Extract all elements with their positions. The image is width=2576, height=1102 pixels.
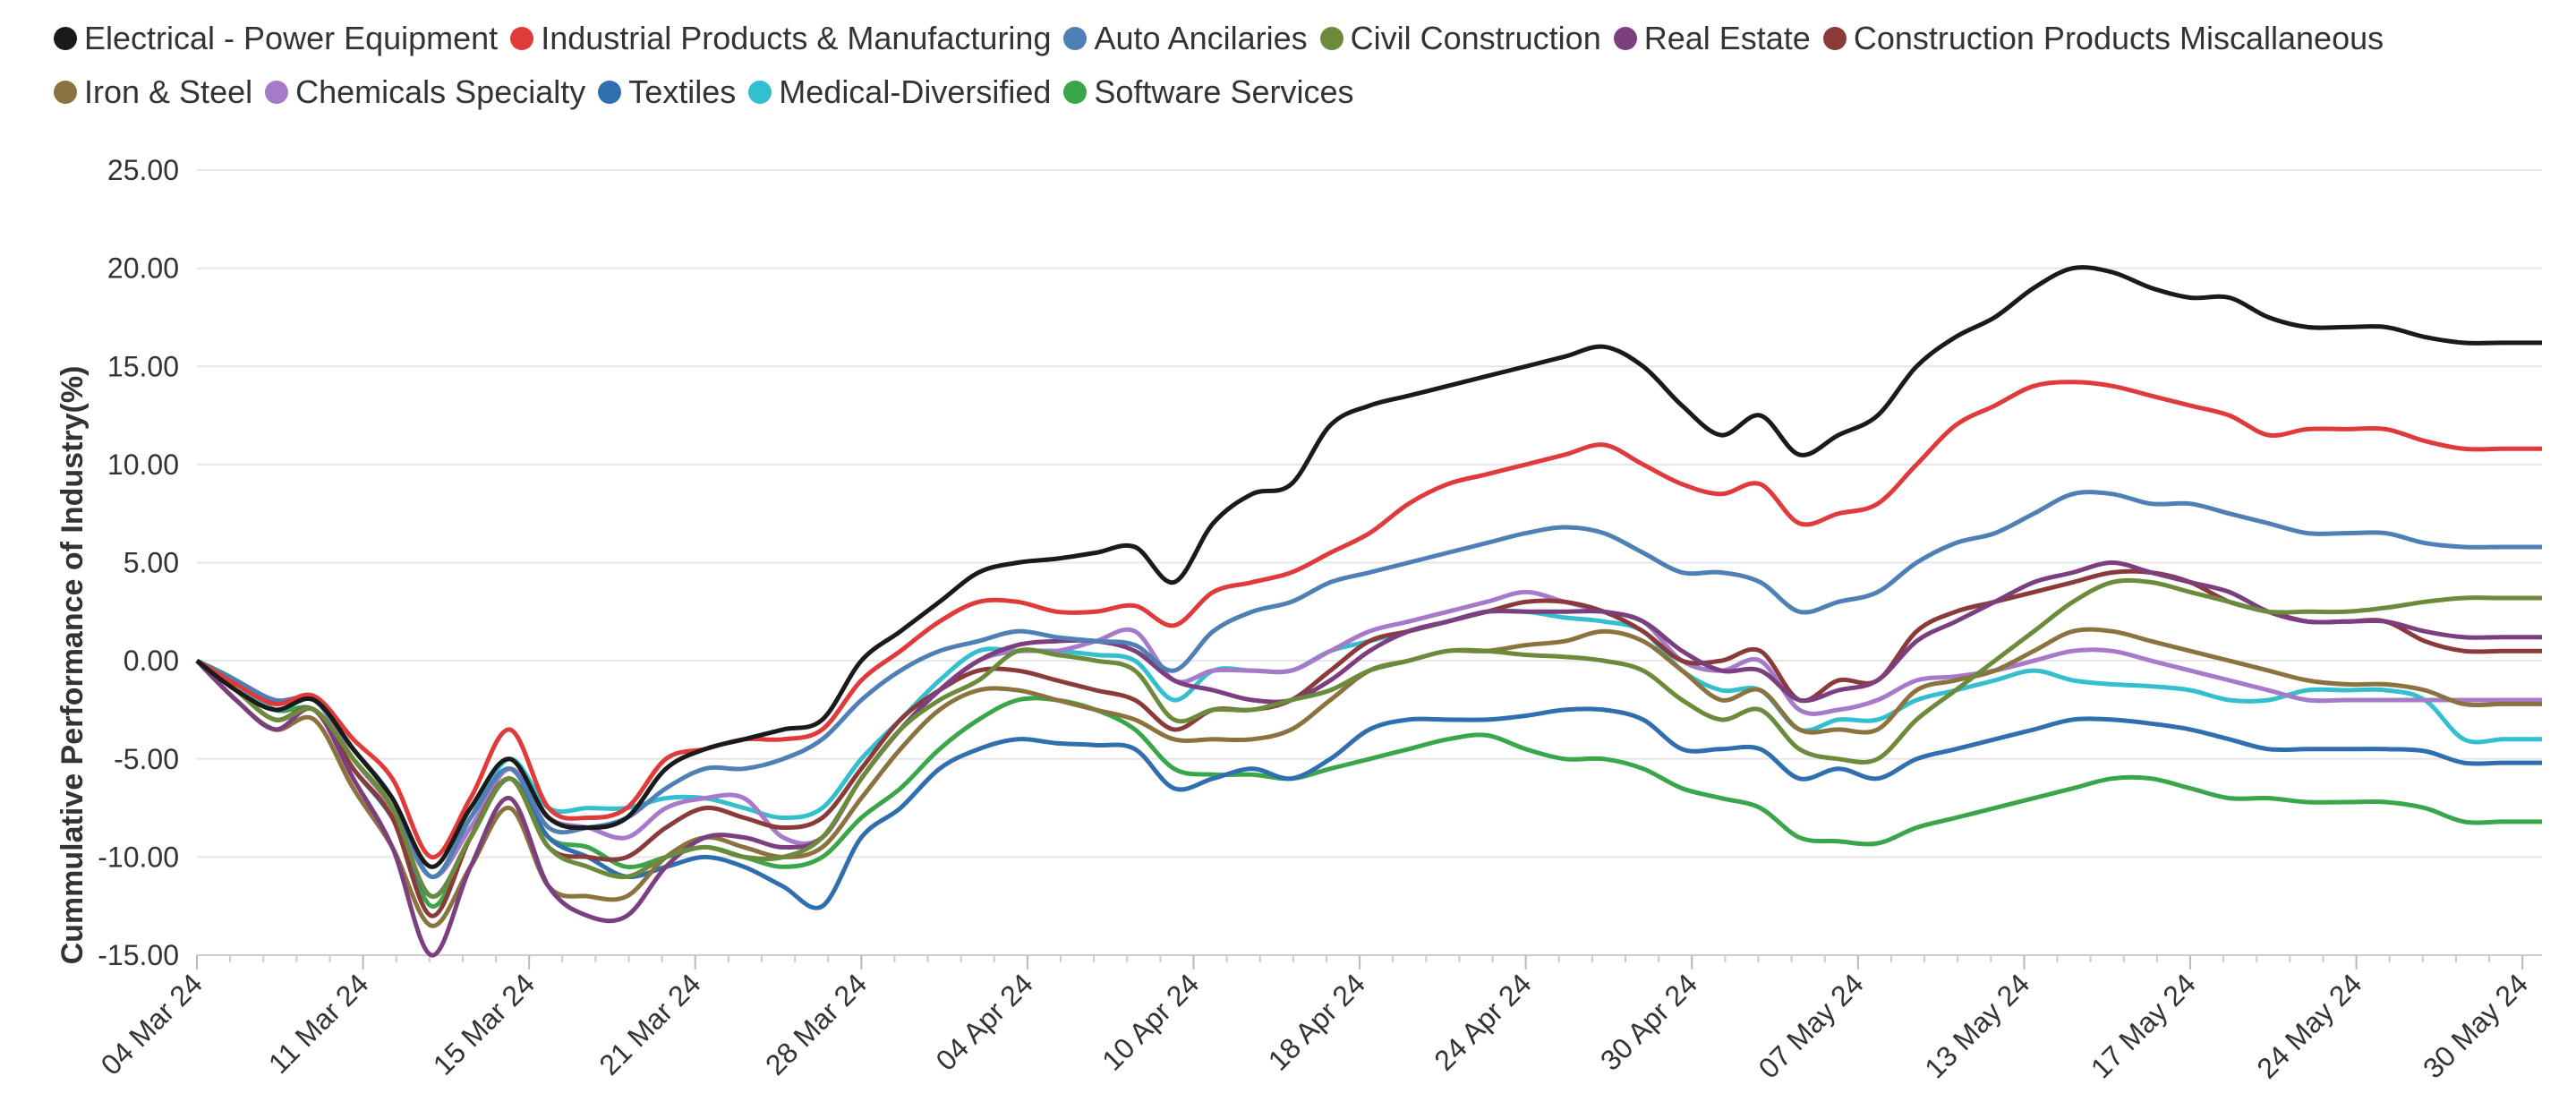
x-tick-label: 10 Apr 24	[1096, 967, 1205, 1076]
series-line-civil-construction[interactable]	[195, 577, 2542, 899]
y-tick-label: 15.00	[107, 350, 179, 382]
x-tick-label: 28 Mar 24	[759, 967, 873, 1081]
y-tick-label: -5.00	[114, 743, 179, 775]
series-lines	[195, 265, 2543, 958]
y-axis-label: Cummulative Performance of Industry(%)	[55, 366, 90, 965]
legend-dot-icon	[598, 81, 622, 104]
legend-dot-icon	[1063, 27, 1088, 50]
series-line-software-services[interactable]	[195, 658, 2542, 909]
x-tick-label: 11 Mar 24	[262, 967, 375, 1080]
x-tick-label: 07 May 24	[1753, 967, 1870, 1084]
series-line-auto-ancilaries[interactable]	[195, 490, 2542, 879]
legend-label: Civil Construction	[1350, 20, 1601, 56]
series-line-industrial-products-manufacturing[interactable]	[195, 380, 2542, 859]
legend-dot-icon	[1613, 27, 1637, 50]
legend-dot-icon	[54, 27, 77, 50]
legend-dot-icon	[1822, 27, 1847, 50]
legend-label: Software Services	[1094, 73, 1354, 110]
legend-label: Industrial Products & Manufacturing	[541, 20, 1052, 56]
legend-dot-icon	[1319, 27, 1343, 50]
legend-dot-icon	[265, 81, 289, 104]
y-tick-label: 25.00	[107, 154, 179, 186]
series-line-real-estate[interactable]	[195, 560, 2542, 958]
x-tick-label: 30 May 24	[2417, 967, 2534, 1084]
legend-label: Textiles	[628, 73, 737, 110]
x-tick-label: 18 Apr 24	[1262, 967, 1371, 1076]
x-tick-label: 21 Mar 24	[593, 967, 706, 1081]
legend-item[interactable]: Software Services	[1063, 70, 1353, 115]
legend-item[interactable]: Electrical - Power Equipment	[54, 16, 498, 61]
legend-dot-icon	[1063, 81, 1088, 104]
y-tick-label: 20.00	[107, 252, 179, 285]
y-tick-label: 10.00	[107, 448, 179, 481]
legend-item[interactable]: Auto Ancilaries	[1063, 16, 1308, 61]
legend-label: Chemicals Specialty	[295, 73, 586, 110]
legend-dot-icon	[748, 81, 772, 104]
x-tick-label: 13 May 24	[1918, 967, 2035, 1084]
legend-item[interactable]: Iron & Steel	[54, 70, 252, 115]
x-tick-label: 15 Mar 24	[427, 967, 541, 1081]
legend-dot-icon	[54, 81, 77, 104]
legend-label: Auto Ancilaries	[1094, 20, 1308, 56]
y-tick-label: -10.00	[98, 841, 179, 873]
series-line-construction-products-miscallaneous[interactable]	[195, 568, 2542, 918]
legend-label: Construction Products Miscallaneous	[1853, 20, 2384, 56]
legend-label: Electrical - Power Equipment	[84, 20, 499, 56]
x-tick-label: 17 May 24	[2085, 967, 2202, 1084]
legend-item[interactable]: Medical-Diversified	[748, 70, 1051, 115]
legend-item[interactable]: Construction Products Miscallaneous	[1822, 16, 2384, 61]
y-tick-label: 5.00	[124, 547, 179, 579]
x-tick-label: 24 May 24	[2250, 967, 2367, 1084]
legend-item[interactable]: Real Estate	[1613, 16, 1811, 61]
series-line-iron-steel[interactable]	[195, 627, 2542, 928]
y-tick-label: -15.00	[98, 939, 179, 971]
x-axis: 04 Mar 24 11 Mar 24 15 Mar 24 21 Mar 24 28 M…	[95, 954, 2542, 1085]
legend-item[interactable]: Civil Construction	[1319, 16, 1601, 61]
x-tick-label: 24 Apr 24	[1428, 967, 1537, 1076]
legend-item[interactable]: Textiles	[598, 70, 736, 115]
legend-label: Medical-Diversified	[779, 73, 1052, 110]
legend-dot-icon	[510, 27, 534, 50]
x-tick-label: 04 Apr 24	[930, 967, 1039, 1076]
legend-label: Iron & Steel	[84, 73, 253, 110]
legend: Electrical - Power Equipment Industrial P…	[54, 16, 2542, 115]
legend-item[interactable]: Industrial Products & Manufacturing	[510, 16, 1051, 61]
legend-label: Real Estate	[1643, 20, 1811, 56]
legend-item[interactable]: Chemicals Specialty	[265, 70, 585, 115]
x-tick-label: 30 Apr 24	[1594, 967, 1703, 1076]
y-tick-label: 0.00	[124, 645, 179, 677]
y-axis: 25.00 20.00 15.00 10.00 5.00 0.00 -5.00 -10.00 -…	[98, 154, 179, 971]
series-line-electrical-power-equipment[interactable]	[195, 265, 2542, 869]
x-tick-label: 04 Mar 24	[95, 967, 209, 1081]
series-line-textiles[interactable]	[195, 659, 2543, 910]
